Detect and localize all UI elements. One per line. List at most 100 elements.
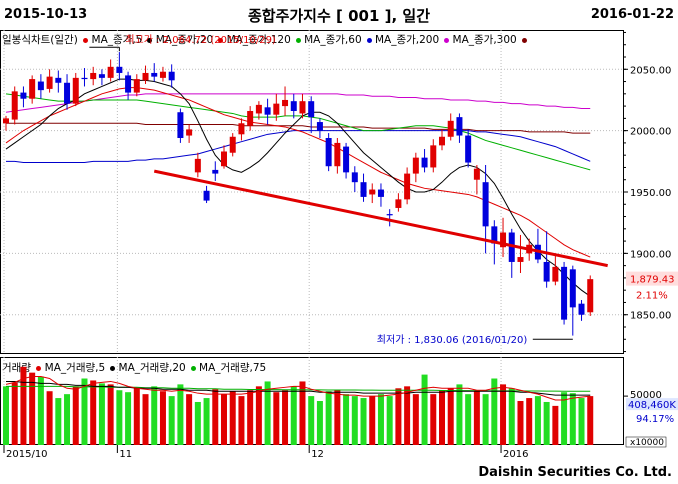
candle-body [430,145,437,168]
volume-bar [587,396,594,445]
volume-bar [508,388,515,445]
volume-legend-label: MA_거래량,20 [118,362,186,374]
candle-body [203,190,210,201]
volume-bar [229,391,236,445]
vol-ma-5-line [5,376,591,401]
candle-body [308,101,315,118]
candle-body [500,232,507,248]
ma-300-dot [521,37,527,43]
volume-bar [569,393,576,445]
header-bar: 2015-10-13 종합주가지수 [ 001 ], 일간 2016-01-22 [0,0,678,30]
vol-unit-label: x10000 [630,438,664,448]
ma-legend-label: MA_종가,120 [226,34,291,46]
low-annotation: 최저가 : 1,830.06 (2016/01/20) [377,334,528,346]
volume-bar [456,384,463,445]
candle-body [517,257,524,262]
ma-60-line [5,93,591,171]
candle-body [194,158,201,173]
candle-body [3,118,9,124]
end-date: 2016-01-22 [590,7,674,22]
candle-body [133,79,140,93]
volume-bar [177,384,184,445]
volume-bar [491,378,498,445]
candle-body [421,157,428,168]
volume-bar [247,390,254,445]
volume-bar [500,384,507,445]
candle-body [64,82,71,104]
y-tick-label: 1850.00 [630,311,671,322]
volume-bar [299,381,306,445]
volume-bar [29,372,36,445]
volume-bar [334,390,341,445]
candle-body [11,91,18,120]
vol-pct-label: 94.17% [636,414,674,425]
ma-legend: 일봉식차트(일간) MA_종가,5 MA_종가,20 MA_종가,120 MA_… [2,32,527,47]
volume-bar [98,383,105,445]
volume-bar [316,401,323,445]
volume-bar [20,366,27,445]
volume-bar [133,388,140,445]
candle-body [186,129,193,136]
ma-120-line [5,87,591,258]
candle-body [325,138,332,167]
candle-body [212,169,219,174]
ma-legend-label: MA_종가,60 [304,34,362,46]
candle-body [229,136,236,153]
candle-body [37,81,44,91]
candle-body [282,99,289,107]
volume-legend-item: MA_거래량,75 [189,362,266,374]
ma-legend-label: MA_종가,200 [374,34,440,46]
x-tick-label: 2015/10 [6,449,48,460]
candle-body [404,173,411,200]
ma-300-dark-line [6,122,591,134]
candle-body [377,189,384,197]
volume-bar [447,388,454,445]
volume-bar [526,398,533,445]
ma-legend-item: MA_종가,200 [365,34,440,46]
candle-body [290,101,297,111]
candle-body [107,66,114,78]
change-pct-label: 2.11% [636,291,668,302]
candle-body [299,101,306,114]
volume-bar [194,401,201,445]
volume-bar [561,392,568,445]
ma-legend-item: MA_종가,20 [145,34,213,46]
volume-bar [421,374,428,445]
candle-body [29,79,36,99]
candle-body [98,74,105,78]
vol-last-box [626,398,678,411]
volume-bar [168,396,175,445]
candle-body [142,72,149,81]
volume-bar [343,394,350,445]
volume-bar [543,401,550,445]
y-tick-label: 1950.00 [630,188,671,199]
candle-body [561,266,568,320]
candle-body [508,232,515,262]
x-tick-label: 2016 [503,449,528,460]
chart-name-label: 일봉식차트(일간) [2,34,78,46]
volume-bar [142,394,149,445]
candle-body [247,111,254,126]
volume-bar [412,394,419,445]
candle-body [386,214,393,216]
volume-bar [212,389,219,445]
volume-bar [552,405,559,445]
ma-legend-item: MA_종가,120 [216,34,291,46]
volume-bar [473,391,480,445]
candle-body [578,303,585,315]
candle-body [395,199,402,208]
volume-bar [517,401,524,445]
ma-20-line [5,78,591,297]
candle-body [81,77,88,80]
volume-legend-label: MA_거래량,5 [44,362,106,374]
candle-body [552,266,559,282]
volume-bar [3,386,9,445]
volume-bar [107,384,114,445]
volume-bar [221,394,227,445]
candle-body [177,112,184,138]
volume-bar [81,378,88,445]
volume-bar [116,390,123,445]
candle-body [587,279,594,313]
y-tick-label: 2050.00 [630,65,671,76]
last-price-label: 1,879.43 [630,275,675,286]
